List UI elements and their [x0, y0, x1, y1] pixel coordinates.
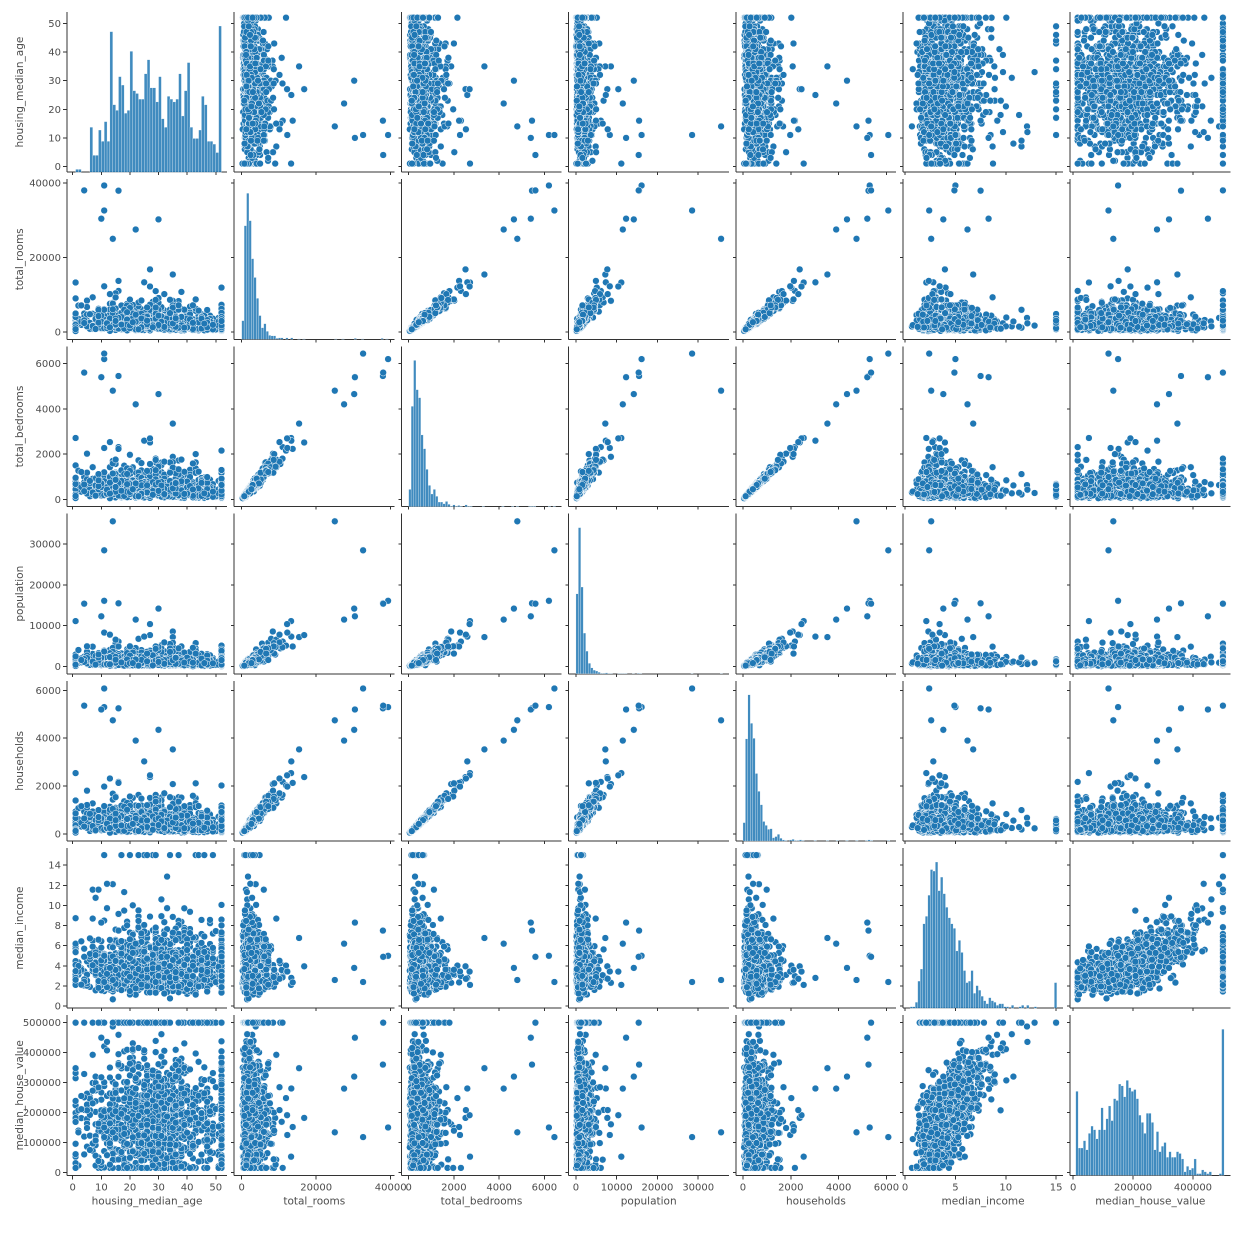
histogram-bar: [127, 110, 130, 172]
histogram-bar: [184, 91, 187, 173]
histogram-bar: [139, 99, 142, 172]
histogram-bar: [121, 85, 124, 172]
scatter-point: [288, 160, 295, 167]
histogram-bar: [179, 74, 182, 172]
y-tick-label: 30: [48, 76, 61, 87]
histogram-bar: [219, 26, 222, 172]
histogram-bar: [96, 155, 99, 172]
scatter-point: [288, 92, 295, 99]
histogram-bar: [167, 96, 170, 172]
histogram-bar: [147, 60, 150, 172]
histogram-bar: [156, 102, 159, 172]
histogram-bar: [133, 91, 136, 173]
histogram-bar: [201, 96, 204, 172]
histogram-bar: [124, 113, 127, 172]
histogram-bar: [130, 51, 133, 172]
histogram-bar: [98, 130, 101, 172]
histogram-bar: [190, 127, 193, 172]
y-tick-label: 50: [48, 19, 61, 30]
histogram-bar: [176, 99, 179, 172]
histogram-bar: [170, 99, 173, 172]
histogram-bar: [159, 77, 162, 173]
y-tick-label: 10: [48, 133, 61, 144]
histogram-bar: [181, 116, 184, 172]
histogram-bar: [150, 88, 153, 172]
y-axis-label: housing_median_age: [14, 37, 26, 148]
scatter-point: [296, 63, 303, 70]
scatter-point: [270, 66, 277, 73]
histogram-bar: [173, 102, 176, 172]
histogram-bar: [101, 141, 104, 172]
histogram-bar: [196, 138, 199, 172]
histogram-bar: [141, 99, 144, 172]
y-tick-label: 20: [48, 105, 61, 116]
histogram-bar: [164, 127, 167, 172]
histogram-bar: [216, 153, 219, 173]
histogram-bar: [110, 32, 113, 173]
histogram-bar: [213, 144, 216, 172]
y-tick-label: 0: [55, 162, 61, 173]
histogram-bar: [104, 122, 107, 173]
histogram-bar: [199, 130, 202, 172]
histogram-bar: [153, 88, 156, 172]
histogram-bar: [136, 93, 139, 172]
histogram-bar: [118, 77, 121, 173]
histogram-bar: [116, 110, 119, 172]
scatter-point: [301, 86, 308, 93]
histogram-bar: [207, 141, 210, 172]
histogram-bar: [107, 141, 110, 172]
histogram-bar: [204, 105, 207, 172]
histogram-bar: [90, 127, 93, 172]
histogram-bar: [113, 105, 116, 172]
scatter-point: [272, 160, 279, 167]
histogram-bar: [76, 169, 79, 172]
y-tick-label: 40: [48, 48, 61, 59]
histogram-bar: [210, 141, 213, 172]
histogram-bar: [144, 74, 147, 172]
histogram-bar: [187, 63, 190, 173]
histogram-bar: [78, 169, 81, 172]
panel-housing_median_age-vs-total_rooms: [231, 12, 394, 175]
scatter-point: [283, 14, 290, 21]
scatter-point: [279, 80, 286, 87]
histogram-bar: [161, 119, 164, 172]
histogram-bar: [193, 138, 196, 172]
panel-housing_median_age-vs-housing_median_age: 0 10 20 30 40 50 housing_median_age: [14, 12, 227, 175]
scatter-point: [278, 54, 285, 61]
scatter-point: [270, 94, 277, 101]
scatter-point: [270, 149, 277, 156]
histogram-bar: [93, 155, 96, 172]
